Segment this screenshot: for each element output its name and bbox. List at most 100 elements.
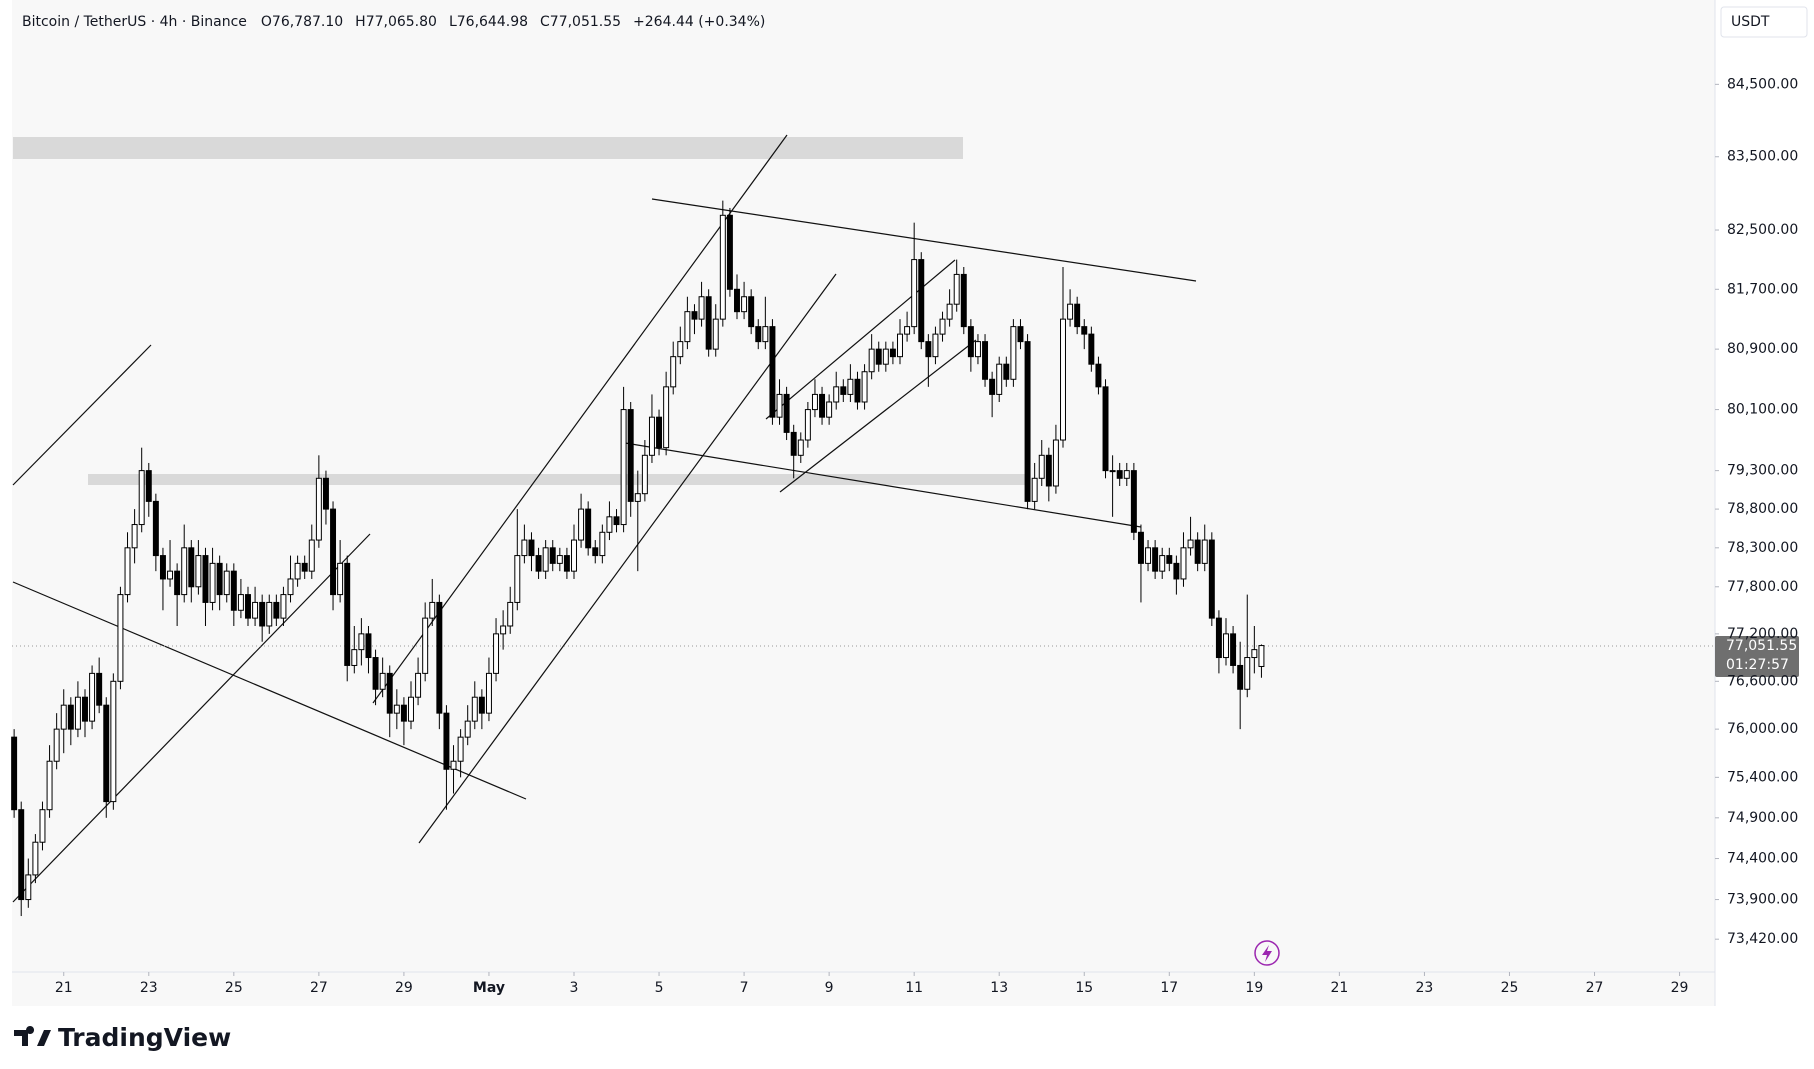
y-tick-label: 76,000.00 — [1727, 721, 1798, 737]
candle-body — [811, 393, 818, 411]
candle-body — [266, 601, 273, 627]
y-tick-label: 79,300.00 — [1727, 463, 1798, 479]
support-zone — [88, 474, 1027, 485]
x-tick-label: 7 — [740, 980, 749, 996]
y-tick-label: 82,500.00 — [1727, 222, 1798, 238]
candle-body — [379, 672, 386, 690]
candle-body — [960, 273, 967, 328]
candle-body — [60, 704, 67, 730]
candle-body — [138, 470, 145, 526]
header-value: +264.44 (+0.34%) — [633, 14, 765, 30]
candle-body — [1187, 539, 1194, 549]
trendline — [12, 581, 527, 800]
candle-body — [1251, 649, 1258, 659]
candle-body — [726, 214, 733, 290]
candle-body — [882, 348, 889, 365]
candle-body — [953, 273, 960, 305]
candle-body — [301, 562, 308, 572]
candle-body — [939, 318, 946, 335]
candle-body — [96, 672, 103, 706]
candle-body — [599, 531, 606, 557]
header-value: H77,065.80 — [355, 14, 437, 30]
y-tick-label: 76,600.00 — [1727, 673, 1798, 689]
alert-icon[interactable] — [1254, 940, 1280, 966]
candle-body — [656, 416, 663, 449]
y-tick-label: 84,500.00 — [1727, 76, 1798, 92]
x-tick-label: 15 — [1075, 980, 1093, 996]
x-tick-label: 29 — [395, 980, 413, 996]
candle-body — [493, 633, 500, 674]
candle-body — [897, 333, 903, 358]
x-tick-label: May — [473, 980, 505, 996]
candle-body — [358, 633, 365, 651]
candle-body — [322, 477, 329, 510]
candle-body — [1223, 633, 1229, 659]
candle-body — [585, 508, 592, 549]
candle-body — [507, 601, 514, 627]
candle-body — [847, 378, 854, 395]
candle-body — [372, 657, 379, 690]
candle-body — [854, 378, 861, 403]
candle-body — [103, 704, 110, 803]
trendline — [12, 344, 152, 486]
candle-body — [776, 393, 783, 418]
currency-button[interactable] — [1720, 6, 1808, 38]
candle-body — [422, 617, 429, 674]
candle-body — [875, 348, 882, 365]
brand: TradingView — [58, 1023, 231, 1052]
candle-body — [797, 439, 804, 456]
candle-body — [471, 696, 478, 722]
candle-body — [415, 672, 422, 698]
candle-body — [1024, 341, 1031, 502]
candle-body — [287, 578, 294, 596]
candle-body — [790, 431, 797, 456]
candle-body — [202, 555, 209, 603]
currency[interactable]: USDT — [1731, 14, 1770, 30]
candle-body — [613, 516, 620, 526]
candle-body — [408, 696, 414, 722]
x-tick-label: 9 — [825, 980, 834, 996]
candle-body — [634, 493, 641, 502]
candle-body — [18, 809, 25, 901]
candle-body — [1109, 470, 1116, 473]
trendline — [651, 198, 1197, 282]
x-tick-label: 3 — [570, 980, 579, 996]
candle-body — [748, 296, 755, 328]
candle-body — [159, 555, 166, 580]
candle-body — [436, 601, 443, 714]
trendline — [779, 339, 977, 493]
candle-body — [762, 326, 769, 343]
x-tick-label: 27 — [1586, 980, 1604, 996]
candle-body — [365, 633, 372, 659]
candle-body — [1208, 539, 1215, 619]
candle-body — [1074, 303, 1081, 328]
candle-body — [25, 874, 32, 901]
x-tick-label: 21 — [1330, 980, 1348, 996]
candle-body — [1017, 326, 1024, 343]
y-tick-label: 75,400.00 — [1727, 769, 1798, 785]
x-tick-label: 25 — [225, 980, 243, 996]
candle-body — [861, 371, 868, 403]
candle-body — [989, 378, 996, 395]
y-tick-label: 74,900.00 — [1727, 810, 1798, 826]
candle-body — [1152, 547, 1159, 572]
trendline — [624, 442, 1142, 528]
candle-body — [578, 508, 585, 541]
candle-body — [11, 736, 18, 811]
candle-body — [1180, 547, 1187, 580]
candle-body — [280, 594, 287, 619]
time-axis — [12, 972, 1715, 1006]
candle-body — [1067, 303, 1074, 320]
bolt — [1262, 945, 1272, 962]
candle-body — [457, 736, 464, 762]
candle-body — [712, 318, 719, 350]
candle-body — [294, 562, 301, 580]
candle-body — [974, 341, 981, 358]
header-value: C77,051.55 — [540, 14, 621, 30]
y-tick-label: 78,300.00 — [1727, 540, 1798, 556]
logo: TradingView — [14, 1023, 231, 1052]
candle-body — [344, 562, 351, 666]
candle-body — [1130, 470, 1137, 533]
candle-body — [450, 760, 457, 770]
